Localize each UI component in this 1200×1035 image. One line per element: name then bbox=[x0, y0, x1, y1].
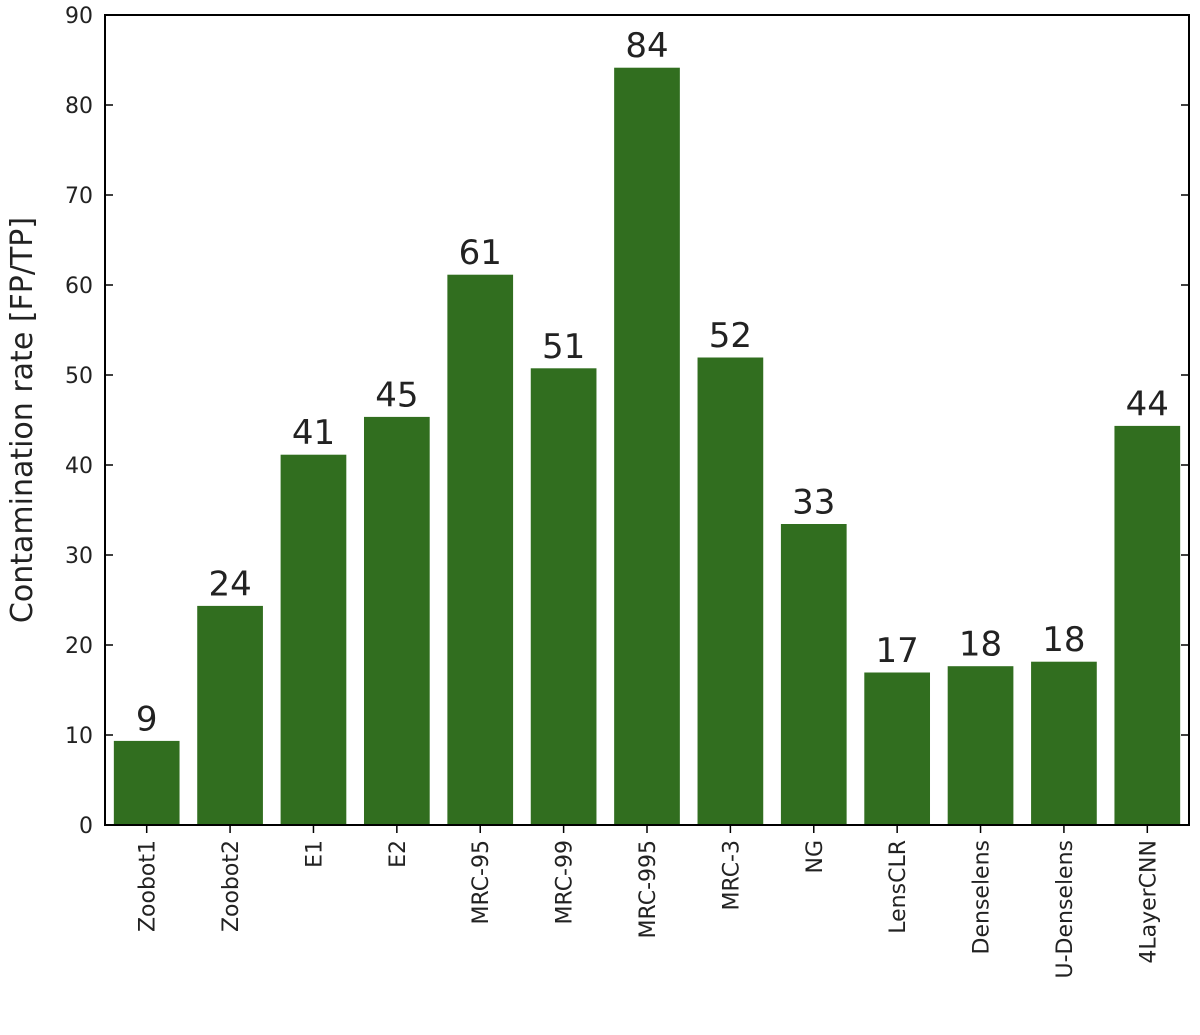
x-tick-label-zoobot2: Zoobot2 bbox=[219, 840, 244, 932]
x-tick-label-zoobot1: Zoobot1 bbox=[136, 840, 161, 932]
y-axis-ticks: 0 10 20 30 40 50 60 70 80 90 bbox=[65, 4, 1189, 839]
data-label-u-denselens: 18 bbox=[1042, 620, 1085, 660]
bar-mrc-995 bbox=[613, 66, 681, 826]
x-tick-label-u-denselens: U-Denselens bbox=[1053, 840, 1078, 979]
y-tick-label-40: 40 bbox=[65, 454, 93, 479]
data-label-4layercnn: 44 bbox=[1126, 384, 1169, 424]
x-tick-label-mrc-995: MRC-995 bbox=[636, 840, 661, 938]
bars-group bbox=[112, 66, 1182, 826]
x-tick-label-mrc-95: MRC-95 bbox=[469, 840, 494, 924]
bar-mrc-99 bbox=[529, 367, 598, 826]
y-tick-label-10: 10 bbox=[65, 724, 93, 749]
x-tick-label-ng: NG bbox=[803, 840, 828, 874]
x-axis-tick-labels: Zoobot1 Zoobot2 E1 E2 MRC-95 MRC-99 MRC-995 MRC… bbox=[136, 825, 1161, 979]
y-tick-label-30: 30 bbox=[65, 544, 93, 569]
data-label-mrc-95: 61 bbox=[459, 233, 502, 273]
y-tick-label-70: 70 bbox=[65, 184, 93, 209]
x-tick-label-e2: E2 bbox=[386, 840, 411, 868]
x-tick-label-lensclr: LensCLR bbox=[886, 840, 911, 934]
y-axis-title: Contamination rate [FP/TP] bbox=[5, 217, 40, 623]
bar-ng bbox=[779, 523, 848, 826]
data-label-e1: 41 bbox=[292, 413, 335, 453]
x-tick-label-mrc-99: MRC-99 bbox=[553, 840, 578, 924]
x-tick-label-4layercnn: 4LayerCNN bbox=[1136, 840, 1161, 964]
x-tick-label-denselens: Denselens bbox=[970, 840, 995, 954]
bar-mrc-95 bbox=[446, 273, 515, 826]
bar-e1 bbox=[279, 453, 348, 826]
data-label-zoobot2: 24 bbox=[208, 564, 251, 604]
bar-denselens bbox=[946, 665, 1015, 826]
data-label-ng: 33 bbox=[792, 483, 835, 523]
bar-lensclr bbox=[863, 671, 932, 826]
y-tick-label-90: 90 bbox=[65, 4, 93, 29]
plot-frame bbox=[104, 14, 1190, 826]
bar-zoobot1 bbox=[112, 739, 181, 826]
data-label-mrc-99: 51 bbox=[542, 327, 585, 367]
data-label-e2: 45 bbox=[375, 375, 418, 415]
data-label-mrc-3: 52 bbox=[709, 316, 752, 356]
y-tick-label-0: 0 bbox=[79, 814, 93, 839]
y-tick-label-50: 50 bbox=[65, 364, 93, 389]
x-tick-label-mrc-3: MRC-3 bbox=[719, 840, 744, 910]
data-label-lensclr: 17 bbox=[876, 631, 919, 671]
y-tick-label-20: 20 bbox=[65, 634, 93, 659]
data-label-zoobot1: 9 bbox=[136, 699, 158, 739]
bar-4layercnn bbox=[1113, 424, 1182, 826]
bar-u-denselens bbox=[1030, 660, 1098, 826]
x-tick-label-e1: E1 bbox=[302, 840, 327, 868]
data-labels-group: 9 24 41 45 61 51 84 52 33 17 18 18 44 bbox=[136, 26, 1169, 739]
bar-e2 bbox=[362, 415, 431, 826]
bar-mrc-3 bbox=[696, 356, 765, 826]
y-tick-label-80: 80 bbox=[65, 94, 93, 119]
bar-zoobot2 bbox=[196, 604, 264, 826]
data-label-mrc-995: 84 bbox=[625, 26, 668, 66]
y-tick-label-60: 60 bbox=[65, 274, 93, 299]
data-label-denselens: 18 bbox=[959, 625, 1002, 665]
